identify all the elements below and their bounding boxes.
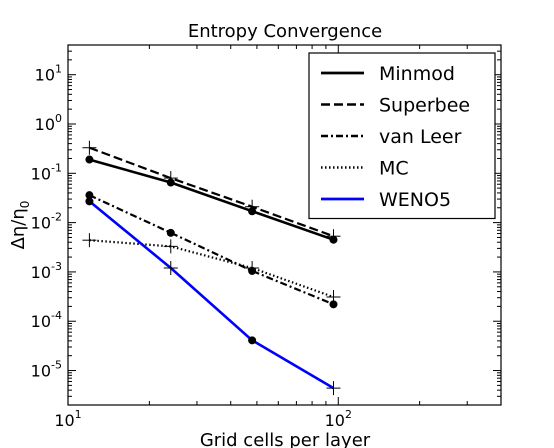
data-point bbox=[82, 233, 97, 248]
y-tick-label: 10-1 bbox=[31, 161, 62, 183]
data-point bbox=[85, 155, 94, 164]
legend-item: Superbee bbox=[321, 95, 470, 117]
x-tick-label: 102 bbox=[325, 408, 352, 430]
series-line bbox=[89, 158, 334, 241]
data-point bbox=[326, 289, 341, 304]
series-mc bbox=[82, 233, 341, 304]
legend-item: van Leer bbox=[321, 126, 462, 148]
plot-area bbox=[82, 140, 341, 396]
axis-ticks: 101 102 101 100 10-1 10-2 10-3 10-4 10-5 bbox=[31, 45, 501, 430]
legend-item: MC bbox=[321, 158, 409, 180]
legend: Minmod Superbee van Leer MC WENO5 bbox=[308, 52, 496, 220]
data-point bbox=[85, 191, 94, 200]
x-tick-label: 101 bbox=[54, 408, 81, 430]
data-point bbox=[329, 300, 338, 309]
y-axis-label-main: Δη/η bbox=[8, 208, 29, 249]
legend-label: MC bbox=[379, 158, 409, 180]
y-tick-label: 100 bbox=[35, 112, 62, 134]
data-point bbox=[82, 140, 97, 155]
series-superbee bbox=[82, 140, 341, 244]
series-line bbox=[89, 239, 334, 299]
series-line bbox=[88, 194, 334, 306]
data-point bbox=[163, 261, 178, 276]
y-tick-label: 10-4 bbox=[31, 309, 62, 331]
y-tick-label: 101 bbox=[35, 63, 62, 85]
y-tick-label: 10-3 bbox=[31, 260, 62, 282]
legend-item: WENO5 bbox=[321, 189, 451, 211]
series-van-leer bbox=[85, 191, 338, 309]
series-line bbox=[89, 146, 334, 238]
data-point bbox=[163, 239, 178, 254]
legend-label: Superbee bbox=[379, 95, 470, 117]
y-tick-label: 10-2 bbox=[31, 211, 62, 233]
series-line bbox=[88, 200, 335, 390]
data-point bbox=[85, 197, 94, 206]
y-tick-label: 10-5 bbox=[31, 359, 62, 381]
legend-label: Minmod bbox=[379, 63, 455, 85]
data-point bbox=[326, 381, 341, 396]
legend-label: WENO5 bbox=[379, 189, 451, 211]
y-axis-label-subscript: 0 bbox=[18, 201, 32, 209]
data-point bbox=[163, 171, 178, 186]
data-point bbox=[245, 199, 260, 214]
legend-label: van Leer bbox=[379, 126, 462, 148]
chart-title: Entropy Convergence bbox=[188, 21, 382, 42]
legend-item: Minmod bbox=[321, 63, 455, 85]
data-point bbox=[245, 261, 260, 276]
data-point bbox=[326, 229, 341, 244]
data-point bbox=[166, 228, 175, 237]
y-axis-label: Δη/η0 bbox=[8, 201, 32, 250]
x-axis-label: Grid cells per layer bbox=[200, 430, 371, 448]
data-point bbox=[248, 336, 257, 345]
series-weno5 bbox=[85, 197, 341, 396]
